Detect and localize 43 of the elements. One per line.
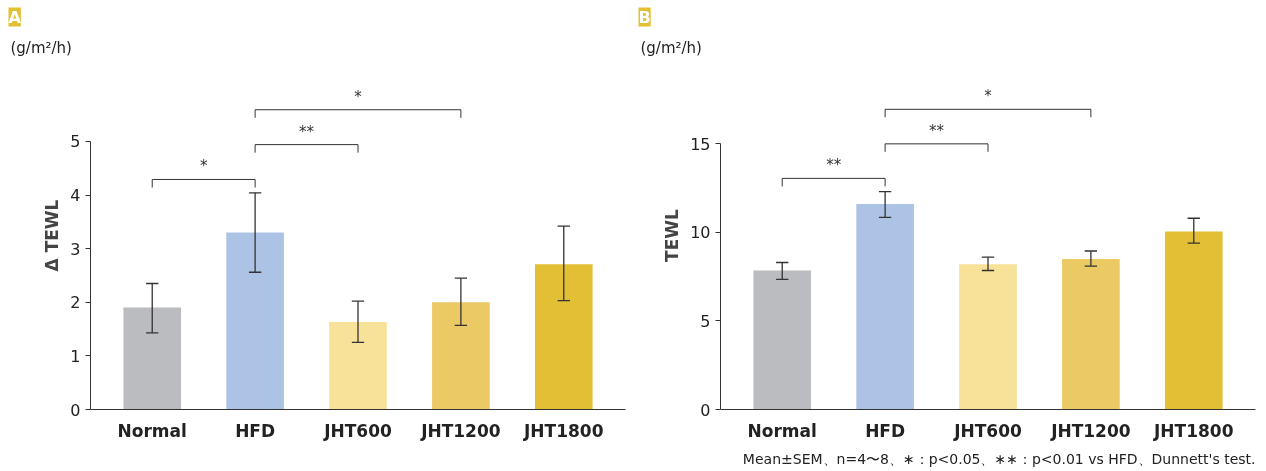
y-axis-title: Δ TEWL [42,199,63,272]
y-tick-label: 0 [70,400,81,420]
y-tick-label: 5 [700,311,711,331]
x-tick-label: HFD [235,420,276,441]
chart-title: B [638,7,651,27]
chart-title: A [8,7,22,27]
bar [329,322,387,410]
y-axis-title: TEWL [662,208,683,262]
bar [959,264,1017,410]
y-tick-label: 5 [70,132,81,152]
y-tick-label: 15 [690,134,711,154]
y-tick-label: 4 [70,186,81,206]
text: Mean±SEM、n=4〜8、∗：p<0.05、∗∗：p<0.01 vs HFD、Dunnett's test. [742,450,1256,467]
text: (g/m²/h) [10,38,72,57]
y-tick-label: 1 [70,346,81,366]
bar [226,232,284,410]
annotation: * [199,157,208,176]
bar [534,264,593,410]
x-tick-label: JHT1200 [420,420,501,441]
x-tick-label: JHT1200 [1050,420,1131,441]
x-tick-label: JHT1800 [1153,420,1234,441]
text: (g/m²/h) [640,38,702,57]
bar [1164,231,1223,410]
y-tick-label: 3 [70,239,81,259]
y-tick-label: 2 [70,293,81,313]
x-tick-label: Normal [747,420,817,441]
text: * [984,87,993,106]
bar [753,270,812,410]
x-tick-label: JHT1800 [523,420,604,441]
text: ** [299,122,315,141]
x-tick-label: JHT600 [323,420,392,441]
y-tick-label: 10 [690,223,711,243]
text: * [354,87,363,106]
y-tick-label: 0 [700,400,711,420]
bar [856,204,914,410]
bar [123,307,182,410]
bar [1062,258,1120,410]
bar [432,302,490,410]
annotation: ** [826,156,842,175]
text: ** [929,121,945,140]
x-tick-label: HFD [865,420,906,441]
x-tick-label: JHT600 [953,420,1022,441]
x-tick-label: Normal [117,420,187,441]
